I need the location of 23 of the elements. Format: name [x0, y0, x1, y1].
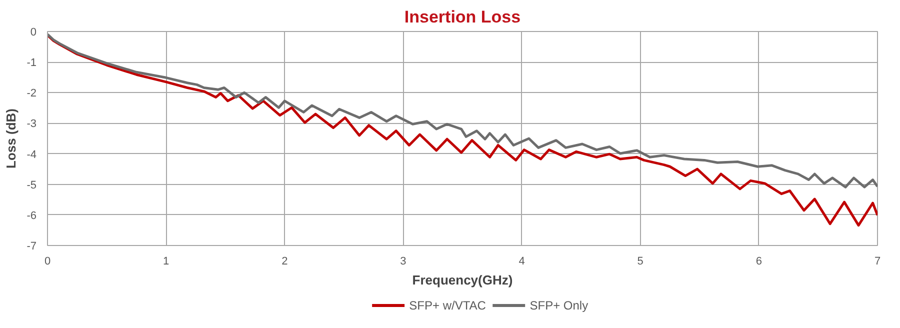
- legend-label: SFP+ Only: [530, 298, 588, 312]
- y-axis-title: Loss (dB): [4, 108, 19, 168]
- y-tick-label: 0: [30, 26, 37, 38]
- x-tick-label: 0: [44, 256, 51, 268]
- x-tick-label: 4: [518, 256, 525, 268]
- y-tick-label: -2: [26, 88, 36, 100]
- y-tick-label: -3: [26, 118, 36, 130]
- y-tick-label: -7: [26, 240, 36, 252]
- y-tick-label: -6: [26, 210, 36, 222]
- line-series: [48, 34, 878, 227]
- chart-title: Insertion Loss: [404, 8, 521, 26]
- line-series: [48, 33, 878, 188]
- y-tick-label: -1: [26, 57, 36, 70]
- y-tick-label: -4: [26, 148, 36, 161]
- x-axis-title: Frequency(GHz): [412, 272, 513, 288]
- y-tick-label: -5: [26, 179, 36, 192]
- x-tick-label: 2: [282, 256, 288, 268]
- x-tick-label: 6: [756, 256, 762, 268]
- x-tick-label: 1: [163, 256, 170, 268]
- x-tick-label: 5: [637, 256, 644, 268]
- x-tick-label: 3: [400, 256, 406, 268]
- x-tick-label: 7: [874, 256, 881, 268]
- legend-label: SFP+ w/VTAC: [409, 298, 486, 312]
